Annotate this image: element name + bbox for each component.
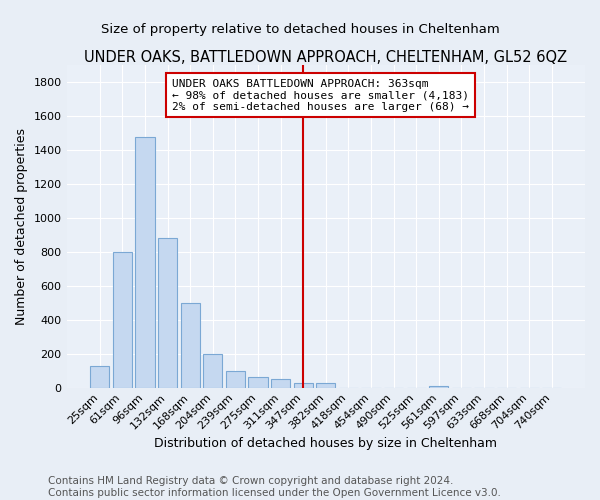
Bar	[429, 386, 448, 388]
Bar	[113, 252, 132, 388]
Y-axis label: Number of detached properties: Number of detached properties	[15, 128, 28, 325]
Bar	[158, 238, 177, 388]
Text: UNDER OAKS BATTLEDOWN APPROACH: 363sqm
← 98% of detached houses are smaller (4,1: UNDER OAKS BATTLEDOWN APPROACH: 363sqm ←…	[172, 78, 469, 112]
Bar	[90, 366, 109, 388]
Bar	[203, 354, 223, 388]
Bar	[226, 370, 245, 388]
Text: Contains HM Land Registry data © Crown copyright and database right 2024.
Contai: Contains HM Land Registry data © Crown c…	[48, 476, 501, 498]
Bar	[248, 376, 268, 388]
X-axis label: Distribution of detached houses by size in Cheltenham: Distribution of detached houses by size …	[154, 437, 497, 450]
Title: UNDER OAKS, BATTLEDOWN APPROACH, CHELTENHAM, GL52 6QZ: UNDER OAKS, BATTLEDOWN APPROACH, CHELTEN…	[84, 50, 568, 65]
Bar	[316, 384, 335, 388]
Bar	[293, 382, 313, 388]
Bar	[271, 379, 290, 388]
Text: Size of property relative to detached houses in Cheltenham: Size of property relative to detached ho…	[101, 22, 499, 36]
Bar	[181, 304, 200, 388]
Bar	[136, 137, 155, 388]
